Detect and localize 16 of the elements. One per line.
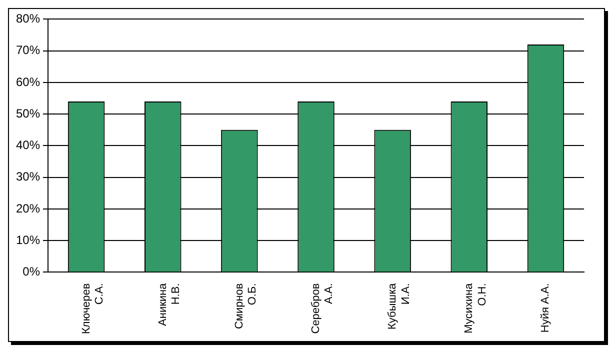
- y-tick-label: 60%: [16, 74, 40, 89]
- x-tick-label: Ключерев С.А.: [80, 283, 106, 334]
- y-tick-label: 80%: [16, 12, 40, 26]
- x-tick-label: Нуйя А.А.: [540, 283, 552, 333]
- y-tick-label: 30%: [16, 170, 40, 184]
- y-tick-label: 50%: [16, 106, 40, 120]
- x-tick-label: Смирнов О.Б.: [233, 283, 259, 330]
- x-tick-label: Мусихина О.Н.: [463, 282, 488, 334]
- x-tick-label: Аникина Н.В.: [156, 282, 182, 326]
- x-tick-label: Кубышка И.А.: [386, 282, 412, 330]
- y-tick-label: 70%: [16, 43, 40, 58]
- y-tick-label: 40%: [16, 138, 40, 152]
- y-tick-label: 0%: [22, 264, 40, 279]
- x-tick-label: Серебров А.А.: [310, 283, 336, 334]
- y-tick-label: 10%: [16, 232, 40, 247]
- y-tick-label: 20%: [16, 201, 40, 216]
